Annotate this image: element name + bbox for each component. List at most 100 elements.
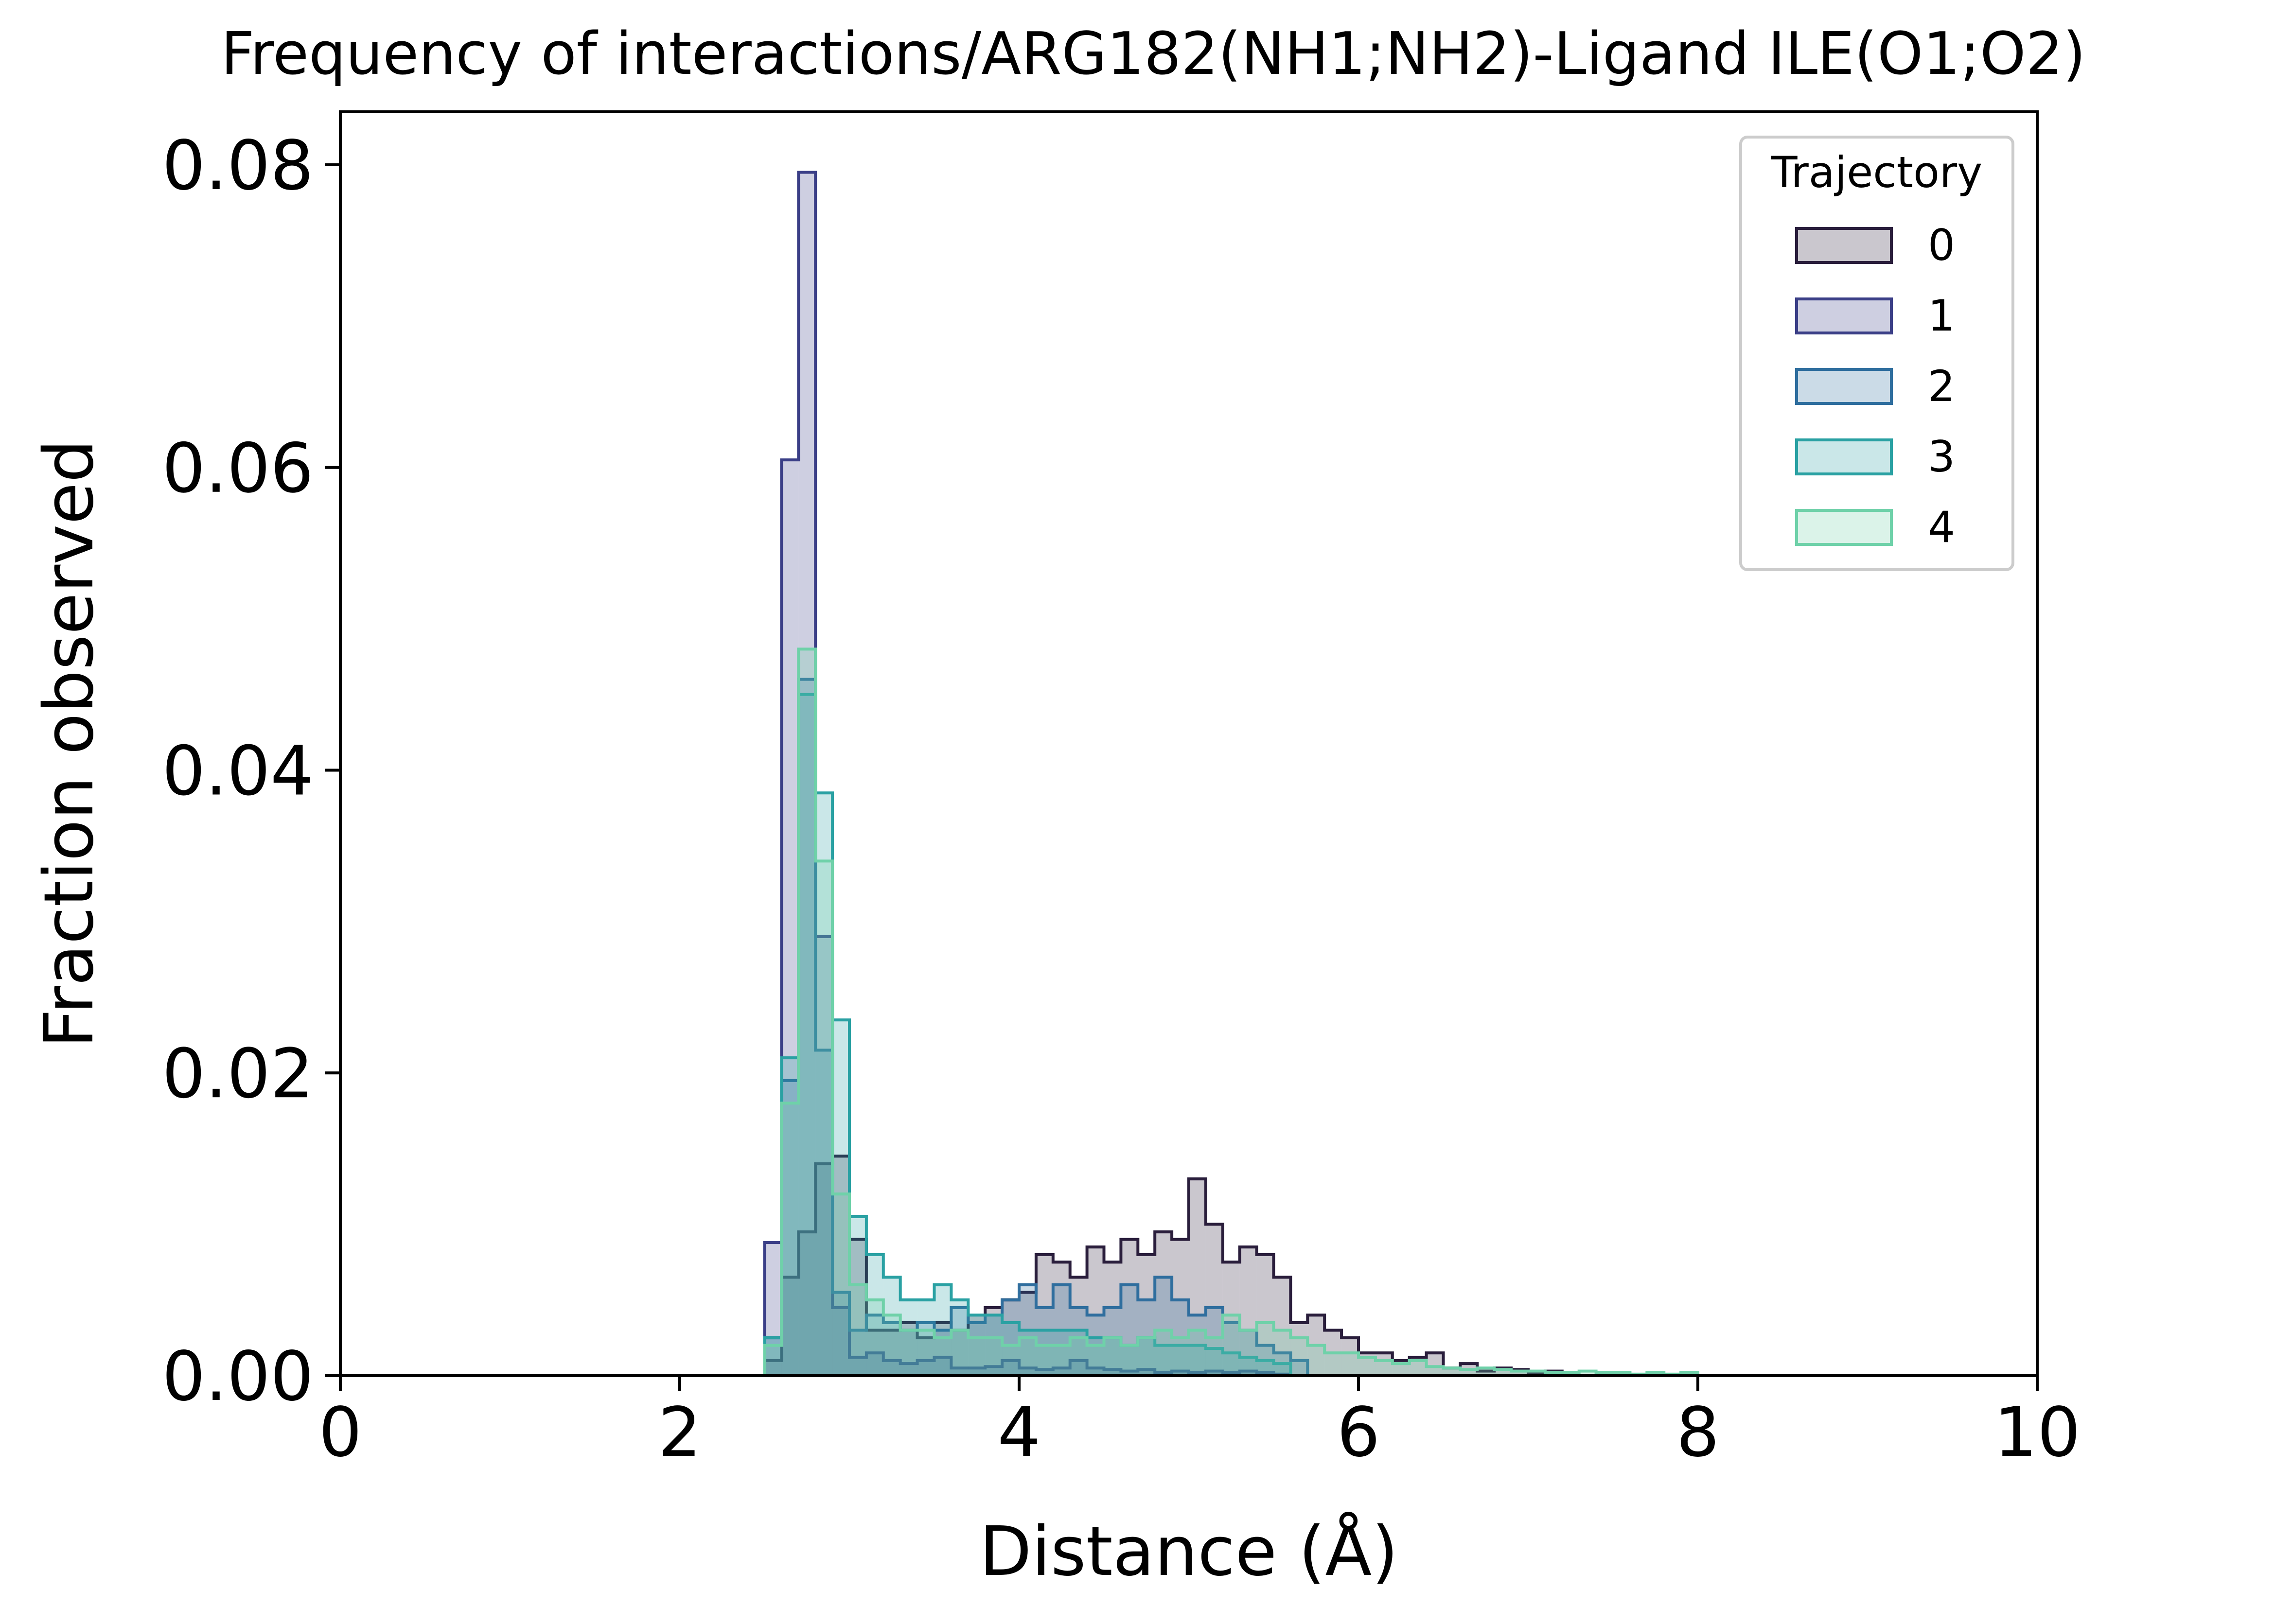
legend-swatch [1795, 368, 1893, 405]
series-1-bars [763, 171, 1292, 1376]
histogram-bar [985, 1366, 1003, 1376]
legend-swatch [1795, 297, 1893, 334]
histogram-bar [1104, 1338, 1121, 1376]
histogram-bar [1138, 1338, 1155, 1376]
histogram-bar [1341, 1338, 1358, 1376]
histogram-bar [900, 1330, 917, 1376]
histogram-bar [1256, 1323, 1274, 1376]
histogram-bar [1562, 1372, 1579, 1376]
histogram-bar [1647, 1372, 1664, 1376]
histogram-bar [917, 1300, 935, 1376]
histogram-bar [1239, 1371, 1257, 1376]
histogram-bar [832, 1020, 849, 1376]
histogram-bar [764, 1360, 782, 1376]
histogram-bar [900, 1363, 917, 1376]
histogram-bar [934, 1357, 952, 1376]
y-tick-label: 0.02 [162, 1034, 314, 1114]
histogram-bar [1189, 1330, 1206, 1376]
histogram-bar [1121, 1345, 1138, 1376]
histogram-bar [866, 1315, 883, 1376]
histogram-bar [764, 1345, 782, 1376]
histogram-bar [1070, 1307, 1087, 1376]
histogram-bar [1341, 1353, 1358, 1376]
histogram-bar [1222, 1372, 1240, 1376]
histogram-bar [1138, 1369, 1155, 1376]
series-3-bars [763, 693, 1292, 1376]
histogram-bar [1205, 1371, 1223, 1376]
legend-items: 0 1 2 3 4 [1795, 220, 1955, 552]
histogram-bar [1528, 1372, 1545, 1376]
x-tick-label: 8 [1676, 1393, 1719, 1472]
chart-title: Frequency of interactions/ARG182(NH1;NH2… [221, 20, 2085, 88]
histogram-bar [1375, 1360, 1393, 1376]
histogram-bar [917, 1330, 935, 1376]
histogram-bar [1019, 1338, 1036, 1376]
histogram-bar [951, 1300, 969, 1376]
histogram-bar [1104, 1369, 1121, 1376]
histogram-bar [968, 1315, 986, 1376]
legend: Trajectory 0 1 2 3 4 [1739, 136, 2014, 571]
histogram-bar [1036, 1345, 1053, 1376]
histogram-bar [1681, 1372, 1698, 1376]
histogram-bar [798, 649, 816, 1376]
legend-swatch [1795, 509, 1893, 546]
histogram-bar [1477, 1371, 1495, 1376]
x-axis-label: Distance (Å) [979, 1511, 1398, 1591]
histogram-bar [1138, 1254, 1155, 1376]
histogram-bar [883, 1360, 900, 1376]
histogram-bar [1002, 1360, 1019, 1376]
histogram-bar [866, 1353, 883, 1376]
legend-label: 3 [1928, 432, 1955, 482]
histogram-bar [815, 1164, 833, 1376]
histogram-bar [1392, 1363, 1410, 1376]
histogram-bar [1290, 1323, 1308, 1376]
histogram-bar [798, 1232, 816, 1376]
histogram-bar [985, 1315, 1003, 1376]
histogram-bar [1053, 1345, 1070, 1376]
series-3-outline [763, 693, 1292, 1376]
legend-frame [1739, 136, 2014, 571]
histogram-bar [832, 1194, 849, 1376]
histogram-bar [781, 1058, 799, 1376]
histogram-bar [1579, 1371, 1596, 1376]
histogram-bar [883, 1315, 900, 1376]
histogram-bar [1053, 1262, 1070, 1376]
histogram-bar [1290, 1338, 1308, 1376]
histogram-bar [951, 1307, 969, 1376]
histogram-bar [1036, 1254, 1053, 1376]
histogram-bar [1273, 1277, 1291, 1376]
histogram-bar [1290, 1360, 1308, 1376]
histogram-bar [883, 1277, 900, 1376]
histogram-bar [1104, 1338, 1121, 1376]
histogram-bar [917, 1338, 935, 1376]
histogram-bar [985, 1307, 1003, 1376]
histogram-bar [1070, 1338, 1087, 1376]
histogram-bar [1239, 1247, 1257, 1376]
x-axis-ticks: 0 2 4 6 8 10 [318, 1376, 2081, 1472]
histogram-bar [917, 1360, 935, 1376]
histogram-bar [1477, 1368, 1495, 1376]
histogram-bar [1087, 1368, 1104, 1376]
legend-swatch [1795, 438, 1893, 475]
histogram-bar [1053, 1330, 1070, 1376]
series-2-bars [763, 678, 1309, 1376]
series-2-outline [763, 678, 1309, 1376]
histogram-bar [1324, 1353, 1342, 1376]
histogram-bar [883, 1323, 900, 1376]
histogram-bar [1596, 1372, 1613, 1376]
histogram-bar [1053, 1368, 1070, 1376]
y-tick-label: 0.04 [162, 732, 314, 811]
histogram-bar [815, 1050, 833, 1376]
histogram-bar [781, 1277, 799, 1376]
histogram-bar [1189, 1345, 1206, 1376]
histogram-bar [968, 1323, 986, 1376]
y-axis-label: Fraction observed [30, 439, 109, 1048]
histogram-bar [1121, 1345, 1138, 1376]
histogram-bar [1002, 1345, 1019, 1376]
histogram-bar [1426, 1353, 1444, 1376]
histogram-bar [1002, 1300, 1019, 1376]
histogram-bar [1222, 1353, 1240, 1376]
histogram-bar [1545, 1372, 1562, 1376]
histogram-bar [951, 1330, 969, 1376]
